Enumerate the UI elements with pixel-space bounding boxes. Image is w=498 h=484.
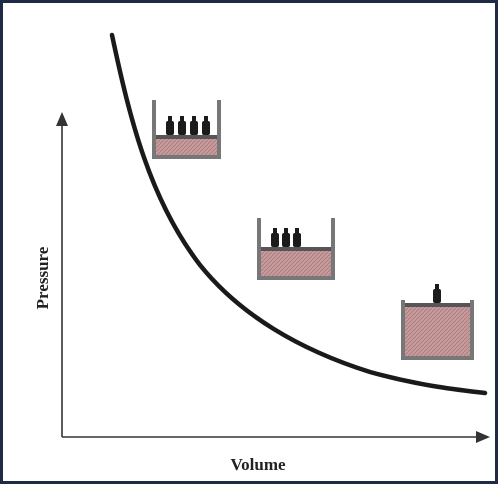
x-axis-label: Volume (230, 455, 286, 474)
y-axis-label: Pressure (33, 246, 52, 309)
frame (2, 2, 497, 483)
page: Pressure Volume (() => { const data = JS… (0, 0, 498, 484)
diagram: Pressure Volume (0, 0, 498, 484)
